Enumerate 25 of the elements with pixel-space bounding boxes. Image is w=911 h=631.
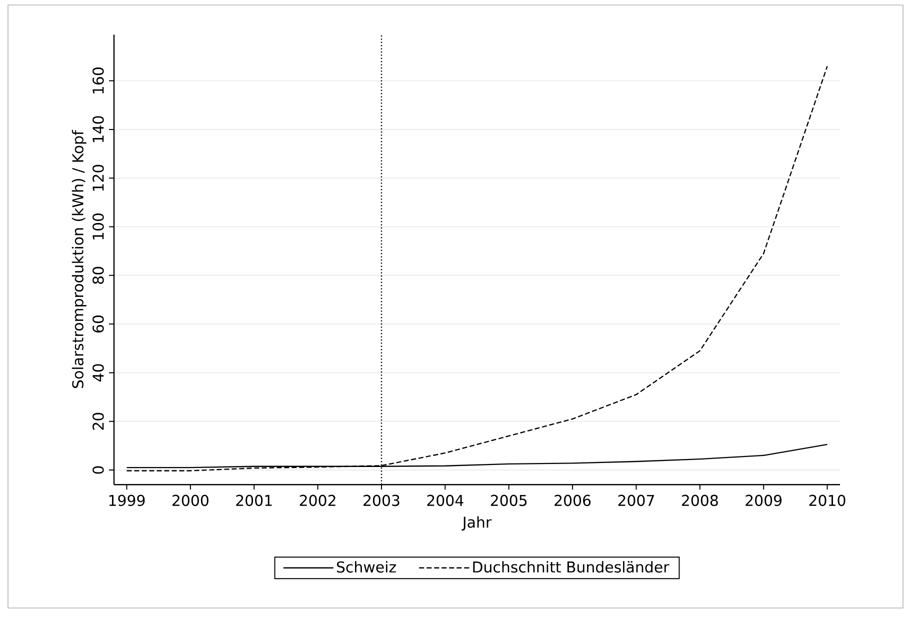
x-tick-label: 2003 <box>364 494 400 506</box>
y-tick-label: 80 <box>92 266 104 284</box>
x-tick-label: 2008 <box>682 494 718 506</box>
x-tick-label: 2010 <box>809 494 846 506</box>
x-tick-label: 2000 <box>172 494 208 506</box>
x-tick-label: 2005 <box>490 494 527 506</box>
y-tick-label: 0 <box>92 466 104 474</box>
x-tick-label: 2009 <box>746 494 782 506</box>
y-tick-label: 40 <box>92 364 104 382</box>
x-tick-label: 2007 <box>618 494 654 506</box>
y-tick-label: 100 <box>92 213 104 240</box>
y-tick-label: 20 <box>92 412 104 430</box>
legend-label: Duchschnitt Bundesländer <box>473 561 670 573</box>
x-tick-label: 2001 <box>236 494 272 506</box>
y-axis-title: Solarstromproduktion (kWh) / Kopf <box>72 130 86 388</box>
y-tick-label: 160 <box>92 68 104 94</box>
y-tick-label: 140 <box>92 116 104 142</box>
x-axis-title: Jahr <box>462 516 492 531</box>
x-tick-label: 2006 <box>554 494 591 506</box>
y-tick-label: 120 <box>92 164 104 191</box>
legend-label: Schweiz <box>336 561 396 573</box>
y-tick-label: 60 <box>92 316 104 333</box>
x-tick-label: 2002 <box>300 494 336 506</box>
x-tick-label: 1999 <box>109 494 145 506</box>
x-tick-label: 2004 <box>427 494 464 506</box>
